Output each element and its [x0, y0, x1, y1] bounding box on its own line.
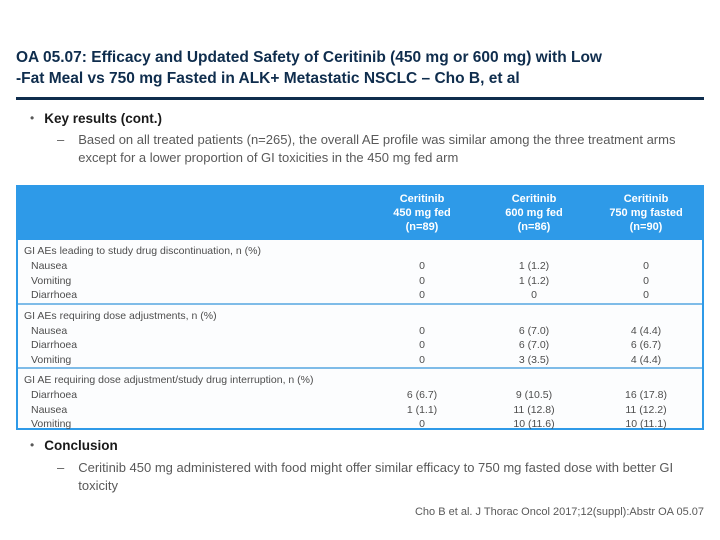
table-cell: 11 (12.2) [625, 403, 667, 416]
column-header-line: 450 mg fed [393, 207, 451, 219]
key-results-heading: Key results (cont.) [44, 111, 162, 126]
table-row: Diarrhoea 0 6 (7.0) 6 (6.7) [18, 338, 702, 353]
column-header-line: 600 mg fed [505, 207, 563, 219]
table-body: GI AEs leading to study drug discontinua… [18, 240, 702, 432]
table-cell: 1 (1.2) [518, 260, 550, 272]
table-cell: 11 (12.8) [513, 403, 555, 416]
table-header-row: Ceritinib 450 mg fed (n=89) Ceritinib 600 mg… [18, 187, 702, 240]
row-label: Nausea [31, 260, 68, 272]
row-label: Vomiting [31, 274, 72, 287]
column-header-1: Ceritinib 450 mg fed (n=89) [366, 187, 478, 240]
table-group-2: GI AEs requiring dose adjustments, n (%)… [18, 302, 702, 368]
table-cell: 6 (7.0) [518, 324, 550, 337]
row-label: Vomiting [31, 353, 72, 366]
table-group-3: GI AE requiring dose adjustment/study dr… [18, 367, 702, 432]
table-cell: 0 [643, 289, 649, 301]
column-header-line: Ceritinib [399, 193, 445, 205]
table-cell: 6 (6.7) [406, 389, 438, 401]
ae-table: Ceritinib 450 mg fed (n=89) Ceritinib 600 mg… [16, 185, 704, 430]
title-underline [16, 97, 704, 100]
table-cell: 16 (17.8) [624, 389, 668, 401]
table-row: Nausea 0 1 (1.2) 0 [18, 259, 702, 274]
row-label: Diarrhoea [31, 289, 78, 301]
table-group-header: GI AEs requiring dose adjustments, n (%) [24, 309, 217, 322]
table-cell: 0 [419, 260, 425, 272]
table-cell: 3 (3.5) [518, 353, 550, 366]
citation: Cho B et al. J Thorac Oncol 2017;12(supp… [414, 506, 704, 518]
table-cell: 0 [419, 353, 425, 366]
column-header-line: Ceritinib [511, 193, 557, 205]
table-row: Nausea 0 6 (7.0) 4 (4.4) [18, 324, 702, 339]
table-cell: 6 (7.0) [518, 339, 550, 351]
key-results-subbullet: – Based on all treated patients (n=265),… [57, 131, 682, 167]
table-cell: 0 [419, 289, 425, 301]
table-row: Vomiting 0 1 (1.2) 0 [18, 274, 702, 289]
row-label: Nausea [31, 403, 68, 416]
key-results-bullet: • Key results (cont.) [30, 110, 162, 127]
table-cell: 0 [419, 274, 425, 287]
table-group-header: GI AEs leading to study drug discontinua… [24, 245, 261, 257]
row-label: Vomiting [31, 418, 72, 430]
table-cell: 0 [419, 418, 425, 430]
conclusion-bullet: • Conclusion [30, 437, 118, 454]
table-cell: 10 (11.1) [625, 418, 667, 430]
table-cell: 0 [643, 260, 649, 272]
row-label: Nausea [31, 324, 68, 337]
table-cell: 9 (10.5) [515, 389, 553, 401]
row-label: Diarrhoea [31, 339, 78, 351]
table-group-header: GI AE requiring dose adjustment/study dr… [24, 374, 314, 386]
dash-icon: – [57, 460, 65, 475]
column-header-line: (n=90) [629, 221, 663, 233]
table-row: Diarrhoea 0 0 0 [18, 288, 702, 303]
table-row: Vomiting 0 3 (3.5) 4 (4.4) [18, 353, 702, 368]
table-cell: 4 (4.4) [630, 324, 662, 337]
conclusion-subbullet: – Ceritinib 450 mg administered with foo… [57, 459, 682, 495]
conclusion-body: Ceritinib 450 mg administered with food … [78, 460, 674, 493]
slide-title-line1: OA 05.07: Efficacy and Updated Safety of… [16, 49, 602, 66]
column-header-line: Ceritinib [623, 193, 669, 205]
table-row: Diarrhoea 6 (6.7) 9 (10.5) 16 (17.8) [18, 388, 702, 403]
table-row: Nausea 1 (1.1) 11 (12.8) 11 (12.2) [18, 403, 702, 418]
column-header-line: (n=89) [405, 221, 439, 233]
column-header-2: Ceritinib 600 mg fed (n=86) [478, 187, 590, 240]
column-header-line: 750 mg fasted [609, 207, 683, 219]
column-header-line: (n=86) [517, 221, 551, 233]
key-results-body: Based on all treated patients (n=265), t… [78, 132, 676, 165]
table-cell: 10 (11.6) [513, 418, 555, 430]
bullet-icon: • [30, 111, 35, 125]
slide-title: OA 05.07: Efficacy and Updated Safety of… [16, 47, 708, 89]
table-group-1: GI AEs leading to study drug discontinua… [18, 240, 702, 303]
row-label: Diarrhoea [31, 389, 78, 401]
table-header-spacer [18, 187, 366, 240]
table-cell: 0 [419, 339, 425, 351]
table-cell: 0 [643, 274, 649, 287]
table-row: Vomiting 0 10 (11.6) 10 (11.1) [18, 417, 702, 432]
table-cell: 1 (1.1) [406, 403, 438, 416]
dash-icon: – [57, 132, 65, 147]
table-cell: 0 [531, 289, 537, 301]
conclusion-heading: Conclusion [44, 438, 118, 453]
column-header-3: Ceritinib 750 mg fasted (n=90) [590, 187, 702, 240]
table-cell: 6 (6.7) [630, 339, 662, 351]
table-cell: 0 [419, 324, 425, 337]
slide-title-line2: -Fat Meal vs 750 mg Fasted in ALK+ Metas… [16, 70, 520, 87]
table-cell: 1 (1.2) [518, 274, 550, 287]
table-cell: 4 (4.4) [630, 353, 662, 366]
bullet-icon: • [30, 438, 35, 452]
